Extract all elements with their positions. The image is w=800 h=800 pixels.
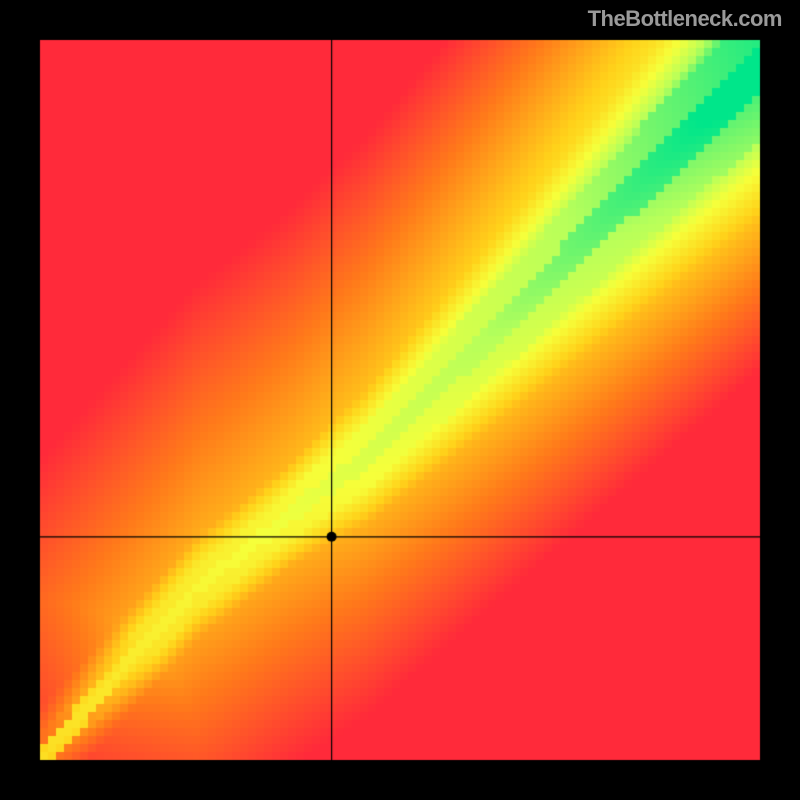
bottleneck-heatmap-chart: TheBottleneck.com <box>0 0 800 800</box>
watermark-text: TheBottleneck.com <box>588 6 782 32</box>
heatmap-canvas <box>0 0 800 800</box>
